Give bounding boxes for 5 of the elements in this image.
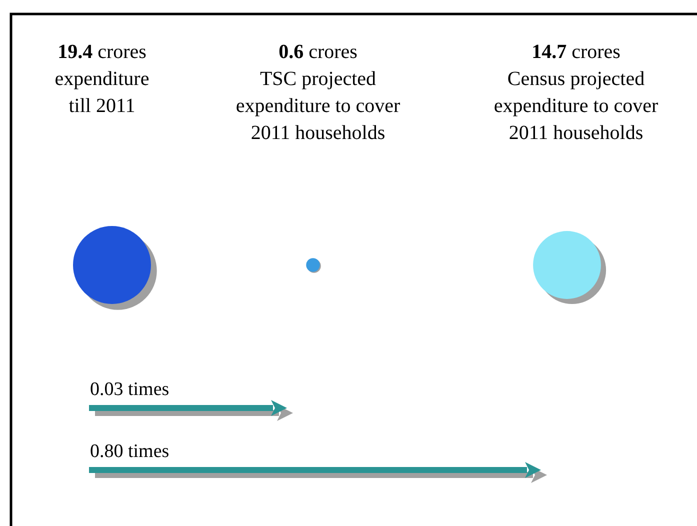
text: 0.80 times	[90, 441, 170, 462]
text: 0.03 times	[90, 379, 170, 400]
data-label: 19.4	[58, 41, 93, 63]
data-label: 14.7	[532, 41, 567, 63]
data-label: 0.6	[278, 41, 304, 63]
